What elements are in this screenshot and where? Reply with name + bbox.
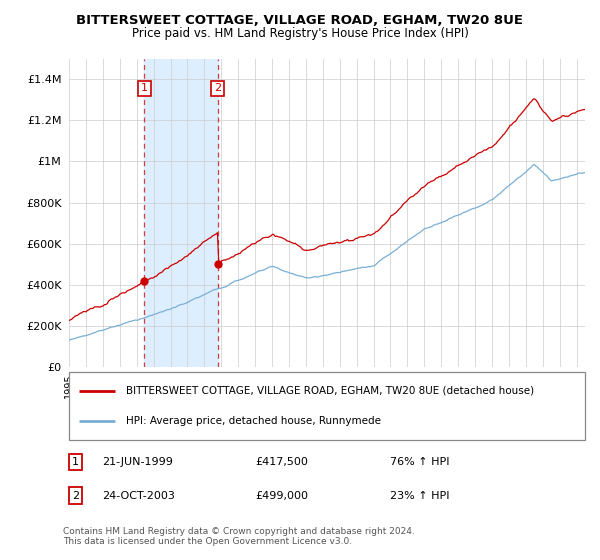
Text: 2: 2 bbox=[214, 83, 221, 94]
Text: 24-OCT-2003: 24-OCT-2003 bbox=[102, 491, 175, 501]
Text: 21-JUN-1999: 21-JUN-1999 bbox=[102, 457, 173, 467]
Bar bbox=[145, 59, 218, 367]
Text: BITTERSWEET COTTAGE, VILLAGE ROAD, EGHAM, TW20 8UE (detached house): BITTERSWEET COTTAGE, VILLAGE ROAD, EGHAM… bbox=[126, 385, 534, 395]
Text: Price paid vs. HM Land Registry's House Price Index (HPI): Price paid vs. HM Land Registry's House … bbox=[131, 27, 469, 40]
Text: HPI: Average price, detached house, Runnymede: HPI: Average price, detached house, Runn… bbox=[126, 417, 381, 427]
Text: BITTERSWEET COTTAGE, VILLAGE ROAD, EGHAM, TW20 8UE: BITTERSWEET COTTAGE, VILLAGE ROAD, EGHAM… bbox=[77, 14, 523, 27]
Text: £499,000: £499,000 bbox=[255, 491, 308, 501]
Text: 23% ↑ HPI: 23% ↑ HPI bbox=[390, 491, 449, 501]
Text: 2: 2 bbox=[72, 491, 79, 501]
Text: 1: 1 bbox=[72, 457, 79, 467]
Text: 1: 1 bbox=[141, 83, 148, 94]
Text: £417,500: £417,500 bbox=[255, 457, 308, 467]
Text: 76% ↑ HPI: 76% ↑ HPI bbox=[390, 457, 449, 467]
FancyBboxPatch shape bbox=[69, 372, 585, 440]
Text: Contains HM Land Registry data © Crown copyright and database right 2024.
This d: Contains HM Land Registry data © Crown c… bbox=[63, 526, 415, 546]
